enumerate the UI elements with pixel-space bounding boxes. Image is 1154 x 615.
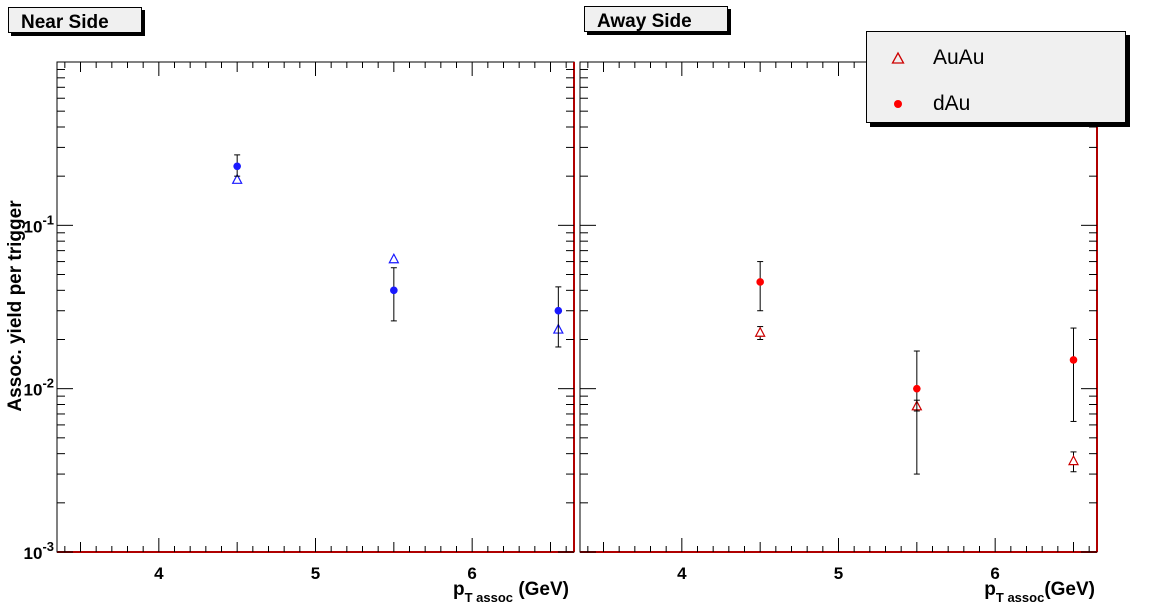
x-tick-label: 5: [834, 564, 843, 583]
x-axis-title-away: pT assoc(GeV): [984, 579, 1095, 605]
x-tick-label: 6: [990, 564, 999, 583]
data-point-triangle: [388, 252, 400, 264]
legend-label-auau: AuAu: [933, 46, 985, 69]
near-side-title: Near Side: [8, 7, 142, 33]
y-axis-title: Assoc. yield per trigger: [5, 200, 26, 412]
x-tick-label: 6: [467, 564, 476, 583]
data-point-circle: [913, 384, 921, 393]
data-point-triangle: [231, 173, 243, 184]
filled-circle-icon: [891, 97, 905, 111]
x-tick-label: 4: [677, 564, 687, 583]
x-tick-label: 4: [154, 564, 164, 583]
away-side-title: Away Side: [584, 6, 728, 32]
y-tick-label: 10-1: [24, 212, 54, 236]
legend-item-dau: dAu: [891, 92, 970, 116]
data-point-circle: [756, 278, 764, 286]
data-point-circle: [390, 286, 398, 295]
data-point-circle: [233, 162, 241, 171]
plot-frame: [579, 61, 1098, 553]
data-point-circle: [1069, 356, 1078, 364]
plot-frame: [56, 61, 575, 553]
legend-label-dau: dAu: [933, 92, 971, 115]
away-side-panel: 4 5 6: [579, 61, 1098, 583]
legend-item-auau: AuAu: [891, 46, 984, 70]
legend: AuAu dAu: [866, 31, 1126, 123]
y-tick-label: 10-2: [24, 376, 54, 400]
data-point-triangle: [1068, 454, 1079, 466]
open-triangle-icon: [891, 51, 905, 65]
x-axis-title-near: pT assoc (GeV): [453, 579, 569, 605]
data-point-triangle: [754, 326, 766, 337]
near-side-panel: 4 5 6 10-1 10-2 10-3: [24, 61, 575, 583]
x-tick-label: 5: [311, 564, 320, 583]
data-point-circle: [554, 306, 563, 315]
y-tick-label: 10-3: [24, 539, 54, 563]
